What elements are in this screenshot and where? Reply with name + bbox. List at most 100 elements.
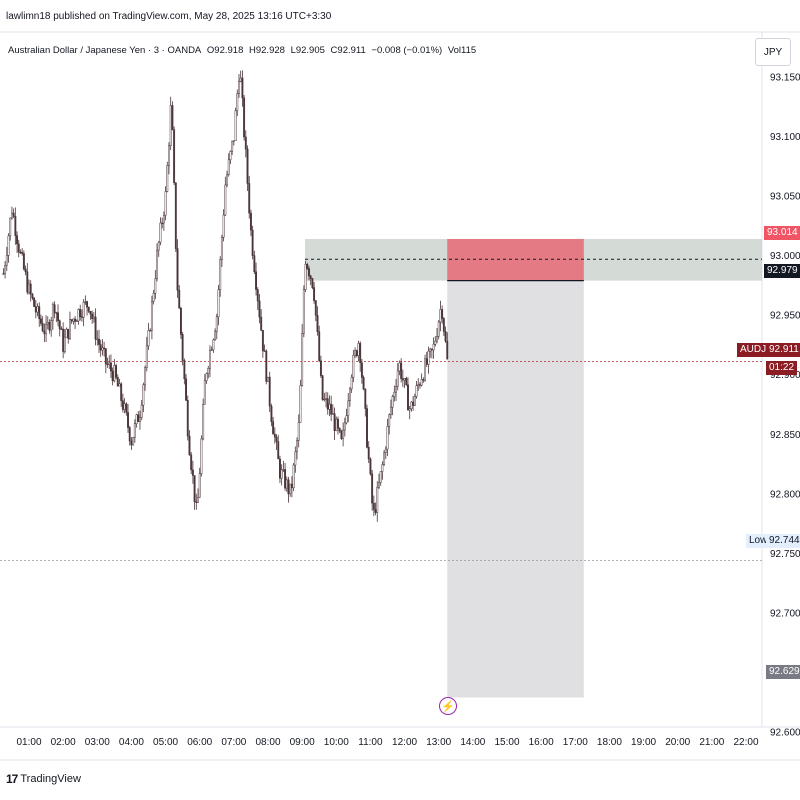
- candle-body: [424, 358, 427, 381]
- candle-body: [279, 458, 281, 479]
- candle-body: [362, 377, 365, 390]
- candle-body: [130, 440, 133, 446]
- candle-body: [24, 268, 27, 273]
- candle-body: [294, 451, 297, 466]
- candle-body: [308, 268, 310, 277]
- x-tick-label: 04:00: [119, 737, 144, 748]
- candle-body: [28, 283, 30, 293]
- candle-body: [342, 429, 345, 439]
- last-price-tag: 92.911: [766, 343, 800, 357]
- candle-body: [87, 306, 90, 312]
- candle-body: [340, 430, 343, 439]
- candle-body: [5, 255, 8, 266]
- stop-zone: [447, 238, 584, 281]
- candle-body: [197, 496, 199, 503]
- candle-body: [255, 271, 258, 290]
- candle-body: [331, 413, 334, 415]
- low-label-tag: Low: [746, 534, 771, 548]
- candle-body: [63, 336, 66, 352]
- candle-body: [74, 318, 77, 322]
- candle-body: [354, 350, 357, 356]
- candle-body: [389, 406, 392, 415]
- candle-body: [176, 248, 179, 291]
- candle-body: [183, 360, 186, 380]
- candle-body: [70, 319, 73, 322]
- candle-body: [17, 243, 20, 253]
- x-tick-label: 02:00: [51, 737, 76, 748]
- candle-body: [86, 301, 88, 308]
- currency-button[interactable]: JPY: [755, 38, 791, 66]
- candle-body: [84, 301, 87, 303]
- candle-body: [14, 216, 17, 236]
- x-tick-label: 06:00: [187, 737, 212, 748]
- x-tick-label: 22:00: [733, 737, 758, 748]
- candle-body: [267, 376, 269, 382]
- candle-body: [272, 421, 275, 435]
- candle-body: [185, 378, 188, 401]
- candle-body: [231, 140, 234, 152]
- candle-body: [437, 321, 440, 337]
- candle-body: [50, 320, 53, 331]
- candle-body: [241, 77, 244, 99]
- candle-body: [145, 345, 148, 368]
- candle-body: [181, 334, 184, 361]
- candle-body: [149, 329, 152, 332]
- x-tick-label: 12:00: [392, 737, 417, 748]
- candle-body: [326, 398, 329, 410]
- candle-body: [179, 307, 182, 335]
- x-tick-label: 21:00: [699, 737, 724, 748]
- candle-body: [16, 235, 19, 245]
- candle-body: [128, 427, 131, 442]
- candle-body: [26, 271, 29, 293]
- candle-body: [209, 350, 211, 369]
- lightning-icon[interactable]: ⚡: [439, 697, 457, 715]
- candle-body: [115, 365, 118, 378]
- candle-body: [227, 159, 230, 175]
- candle-body: [75, 320, 78, 322]
- candle-body: [401, 378, 404, 381]
- candle-body: [261, 330, 264, 351]
- candle-body: [133, 423, 136, 438]
- candle-body: [92, 316, 95, 319]
- candle-body: [43, 330, 46, 335]
- candle-body: [171, 105, 174, 130]
- candle-body: [268, 376, 271, 407]
- candle-body: [319, 360, 322, 376]
- candle-body: [441, 309, 444, 319]
- candle-body: [7, 235, 10, 256]
- candle-body: [393, 391, 396, 397]
- candle-body: [415, 385, 418, 397]
- candle-body: [127, 412, 129, 428]
- candle-body: [316, 315, 319, 332]
- symbol-legend: Australian Dollar / Japanese Yen · 3 · O…: [8, 45, 479, 56]
- candle-body: [144, 367, 147, 386]
- candle-body: [207, 368, 210, 374]
- candle-body: [258, 300, 261, 318]
- x-tick-label: 19:00: [631, 737, 656, 748]
- candle-body: [270, 405, 273, 422]
- candle-body: [53, 304, 56, 313]
- candle-body: [12, 212, 15, 217]
- candle-body: [253, 255, 256, 273]
- candle-body: [190, 454, 193, 471]
- candle-body: [248, 183, 251, 214]
- candle-body: [80, 316, 83, 318]
- x-tick-label: 01:00: [16, 737, 41, 748]
- x-tick-label: 20:00: [665, 737, 690, 748]
- candle-body: [256, 289, 259, 302]
- candle-body: [89, 310, 92, 315]
- candle-body: [198, 473, 201, 498]
- candle-body: [137, 414, 140, 422]
- candle-body: [328, 403, 331, 410]
- candle-body: [301, 333, 304, 386]
- candle-body: [41, 323, 44, 332]
- candle-body: [290, 483, 293, 489]
- candle-body: [103, 347, 106, 349]
- candle-body: [244, 136, 247, 150]
- legend-close: C92.911: [330, 45, 366, 56]
- x-tick-label: 16:00: [529, 737, 554, 748]
- candle-body: [405, 378, 408, 385]
- candle-body: [82, 302, 85, 318]
- candle-body: [436, 336, 438, 342]
